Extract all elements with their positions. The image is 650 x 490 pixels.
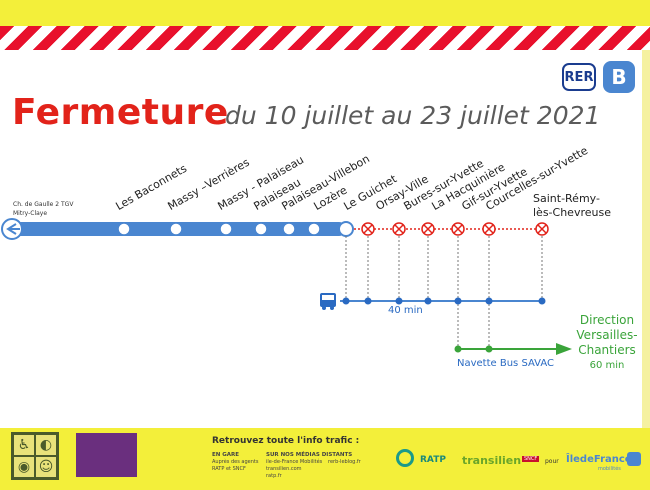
closed-station-orsay-ville [392, 222, 406, 236]
shuttle-stops [454, 345, 493, 353]
accessibility-icons: ♿ ◐ ◉ ☺ [11, 432, 59, 480]
left-arrow-icon [6, 223, 20, 235]
footer-info-title: Retrouvez toute l'info trafic : [212, 436, 360, 446]
wheelchair-icon: ♿ [13, 434, 35, 456]
idf-logo-icon [627, 452, 641, 466]
bus-icon [320, 293, 336, 310]
terminus-label: Ch. de Gaulle 2 TGV Mitry-Claye [13, 201, 74, 217]
station-dot-palaiseau [254, 222, 268, 236]
station-dot-lozere [307, 222, 321, 236]
vision-icon: ◉ [13, 456, 35, 478]
ratp-logo-icon [396, 449, 414, 467]
closed-station-courcelles-sur-yvette [535, 222, 549, 236]
bus-duration: 40 min [388, 305, 423, 316]
closure-dates: du 10 juillet au 23 juillet 2021 [225, 101, 601, 130]
station-dot-les-baconnets [117, 222, 131, 236]
station-label-saint-remy: Saint-Rémy- lès-Chevreuse [533, 192, 611, 219]
closed-station-la-hacquiniere [451, 222, 465, 236]
footer-col-blog: rerb-leblog.fr [328, 459, 361, 465]
direction-duration: 60 min [589, 360, 625, 371]
brand-transilien: transilien [462, 454, 522, 467]
closed-station-le-guichet [361, 222, 375, 236]
top-yellow-band [0, 0, 650, 26]
closed-station-bures-sur-yvette [421, 222, 435, 236]
hazard-stripe-band [0, 26, 650, 50]
station-dot-lozere-end [338, 221, 354, 237]
right-edge-band [642, 50, 650, 430]
station-dot-massy-verrieres [169, 222, 183, 236]
shuttle-arrow-icon [556, 343, 572, 355]
connector-lines [345, 236, 543, 348]
station-dot-massy-palaiseau [219, 222, 233, 236]
rer-logo: RER [562, 63, 596, 91]
brand-sncf: SNCF [522, 456, 540, 462]
direction-label: Direction Versailles- Chantiers 60 min [574, 313, 640, 373]
brand-pour: pour [545, 458, 559, 465]
hearing-icon: ◐ [35, 434, 57, 456]
footer-col-media: SUR NOS MÉDIAS DISTANTS ile-de-France Mo… [266, 452, 353, 479]
page-title: Fermeture [12, 92, 229, 133]
station-dot-palaiseau-villebon [282, 222, 296, 236]
closed-station-gif-sur-yvette [482, 222, 496, 236]
footer-col-station: EN GARE Auprès des agents RATP et SNCF [212, 452, 259, 472]
mental-icon: ☺ [35, 456, 57, 478]
line-b-logo: B [603, 61, 635, 93]
bus-stops [342, 297, 546, 305]
brand-ratp: RATP [420, 455, 446, 465]
brand-idf: ÎledeFrance [566, 454, 632, 465]
shuttle-name: Navette Bus SAVAC [457, 358, 555, 369]
info-panel [76, 433, 137, 477]
brand-idf-sub: mobilités [598, 466, 621, 472]
